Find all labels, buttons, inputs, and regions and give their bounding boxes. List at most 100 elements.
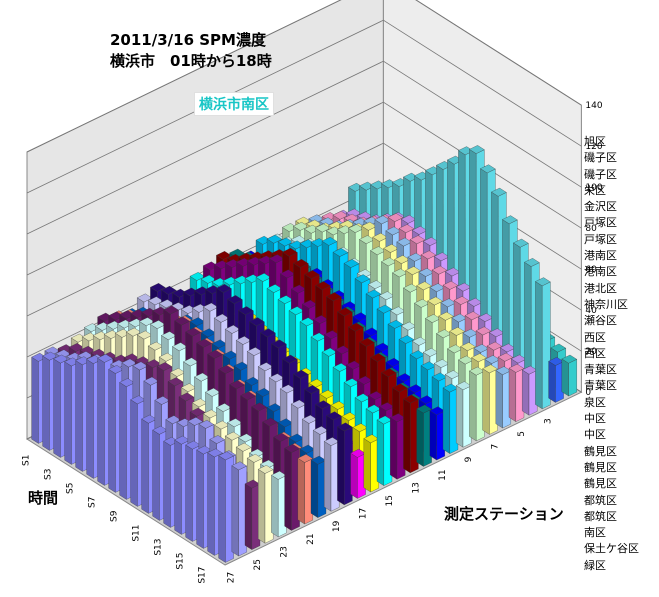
station-tick-label: 21 <box>306 533 316 544</box>
bar <box>218 451 234 563</box>
bar <box>442 383 459 454</box>
gridline <box>26 19 582 194</box>
legend-item: 港南区 <box>584 265 617 279</box>
bar <box>297 454 314 525</box>
gridline <box>26 101 582 276</box>
legend-item: 西区 <box>584 330 606 344</box>
legend-item: 南区 <box>584 526 606 540</box>
gridline <box>26 0 582 153</box>
bar <box>469 366 485 442</box>
legend-item: 緑区 <box>584 558 606 572</box>
station-tick-label: 9 <box>464 456 474 462</box>
time-tick-label: S17 <box>198 567 208 584</box>
station-tick-label: 5 <box>517 431 527 437</box>
bar <box>416 404 432 467</box>
bar <box>284 444 300 531</box>
legend-item: 保土ケ谷区 <box>584 542 639 556</box>
z-tick-label: 0 <box>585 388 591 398</box>
bar <box>363 434 380 493</box>
z-tick-label: 100 <box>585 183 602 193</box>
z-tick-label: 20 <box>585 347 597 357</box>
z-tick-label: 140 <box>585 101 602 111</box>
legend-item: 西区 <box>584 346 606 360</box>
station-tick-label: 13 <box>411 482 421 493</box>
legend-item: 戸塚区 <box>584 232 617 246</box>
legend-item: 鶴見区 <box>584 460 617 474</box>
legend-item: 港北区 <box>584 281 617 295</box>
bar <box>376 415 393 486</box>
z-tick-label: 80 <box>585 224 597 234</box>
time-tick-label: S1 <box>22 455 32 466</box>
legend-item: 瀬谷区 <box>584 314 617 328</box>
time-tick-label: S3 <box>44 469 54 480</box>
legend-item: 磯子区 <box>584 151 617 165</box>
bar <box>231 461 248 557</box>
legend-item: 中区 <box>584 412 606 426</box>
legend-item: 中区 <box>584 428 606 442</box>
chart-title: 2011/3/16 SPM濃度 横浜市 01時から18時 <box>110 30 272 72</box>
legend-item: 神奈川区 <box>584 297 628 311</box>
legend-item: 旭区 <box>584 135 606 148</box>
bar <box>257 465 274 544</box>
chart-title-line-2: 横浜市 01時から18時 <box>110 52 272 70</box>
z-axis-ticks: 0 20 40 60 80 100 120 140 <box>585 101 602 398</box>
bar <box>508 363 525 422</box>
bar <box>389 413 406 480</box>
bar <box>350 448 366 499</box>
legend-item: 磯子区 <box>584 167 617 181</box>
chart-bars <box>31 145 578 563</box>
legend-item: 金沢区 <box>584 200 617 214</box>
gridline <box>26 60 582 235</box>
time-tick-label: S7 <box>88 497 98 508</box>
legend-item: 栄区 <box>584 183 606 197</box>
legend-item: 鶴見区 <box>584 444 617 458</box>
axis-tick-labels: S1 S3 S5 S7 S9 S11 S13 S15 S17 27 25 23 21 19 17 15 13 11… <box>22 418 554 583</box>
chart-title-line-1: 2011/3/16 SPM濃度 <box>110 31 266 49</box>
bar <box>548 357 564 403</box>
time-tick-label: S15 <box>176 553 186 570</box>
legend: 旭区 磯子区 磯子区 栄区 金沢区 戸塚区 戸塚区 港南区 港南区 港北区 神奈川区 瀬谷区 西区 西区青… <box>584 134 639 574</box>
bar <box>403 394 419 474</box>
station-tick-label: 17 <box>359 508 369 519</box>
station-tick-label: 19 <box>332 520 342 532</box>
station-tick-label: 11 <box>438 469 448 480</box>
legend-item: 都筑区 <box>584 509 617 523</box>
legend-item: 青葉区 <box>584 363 617 377</box>
legend-item: 泉区 <box>584 395 606 409</box>
station-tick-label: 25 <box>253 559 263 570</box>
bar <box>244 479 261 550</box>
bar <box>455 381 472 448</box>
station-tick-label: 27 <box>227 572 237 583</box>
bar <box>535 277 551 410</box>
bar <box>310 455 327 518</box>
z-tick-label: 40 <box>585 306 597 316</box>
time-tick-label: S9 <box>110 510 120 522</box>
bar <box>482 364 498 435</box>
station-tick-label: 15 <box>385 495 395 506</box>
x-axis-label: 時間 <box>28 489 59 507</box>
legend-item: 鶴見区 <box>584 477 617 491</box>
station-tick-label: 3 <box>543 418 553 424</box>
bar <box>271 470 287 538</box>
z-tick-label: 60 <box>585 265 597 275</box>
bar <box>323 437 340 512</box>
bar <box>521 365 538 416</box>
y-axis-label: 測定ステーション <box>444 505 564 523</box>
bar <box>495 366 512 429</box>
legend-item: 戸塚区 <box>584 216 617 230</box>
time-tick-label: S13 <box>154 539 164 556</box>
time-tick-label: S5 <box>66 483 76 494</box>
legend-item: 港南区 <box>584 249 617 263</box>
bar <box>561 354 578 397</box>
legend-item: 都筑区 <box>584 493 617 507</box>
station-tick-label: 7 <box>491 444 501 450</box>
bar <box>429 406 446 461</box>
time-tick-label: S11 <box>132 525 142 542</box>
station-tick-label: 23 <box>279 546 289 557</box>
annotation-callout: 横浜市南区 <box>194 92 274 116</box>
z-tick-label: 120 <box>585 142 602 152</box>
bar <box>337 422 353 506</box>
legend-item: 青葉区 <box>584 379 617 393</box>
